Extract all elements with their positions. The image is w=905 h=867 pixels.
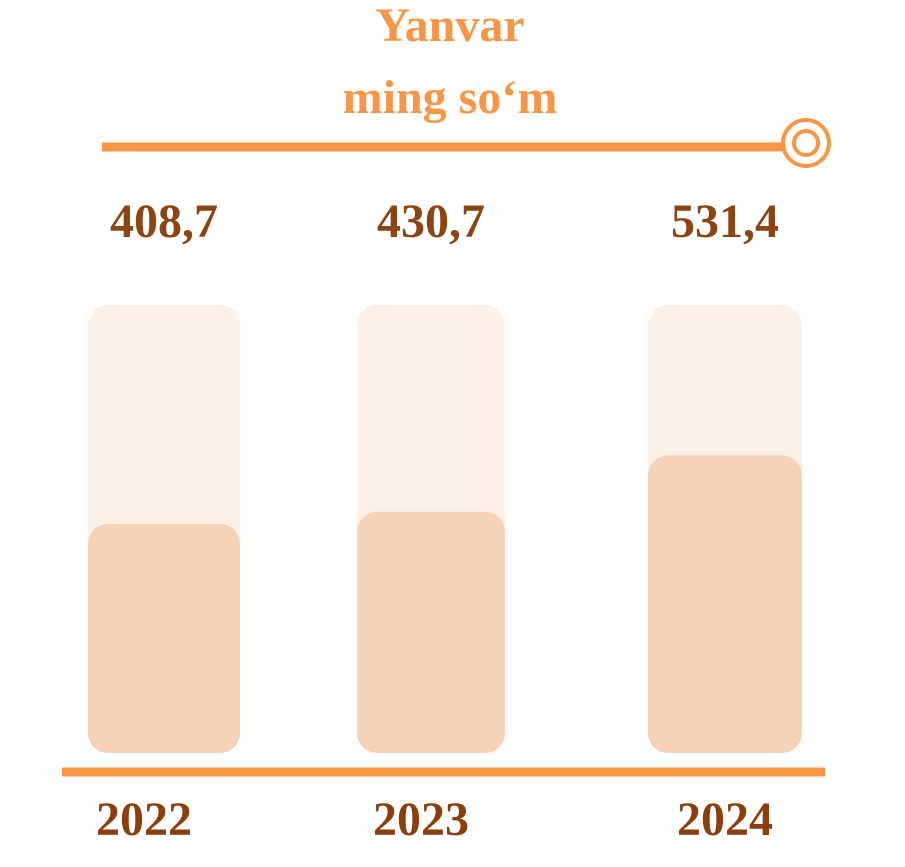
value-label: 408,7: [110, 195, 218, 248]
x-tick-label: 2024: [677, 793, 773, 846]
value-label: 531,4: [671, 195, 779, 248]
chart-title: Yanvar: [375, 0, 524, 52]
chart-subtitle: ming so‘m: [343, 71, 558, 124]
x-tick-label: 2022: [96, 793, 192, 846]
value-label: 430,7: [377, 195, 485, 248]
bar: [357, 511, 505, 753]
x-tick-label: 2023: [373, 793, 469, 846]
bar: [648, 455, 802, 753]
rule-end-dot: [792, 129, 820, 157]
bar: [88, 524, 240, 753]
